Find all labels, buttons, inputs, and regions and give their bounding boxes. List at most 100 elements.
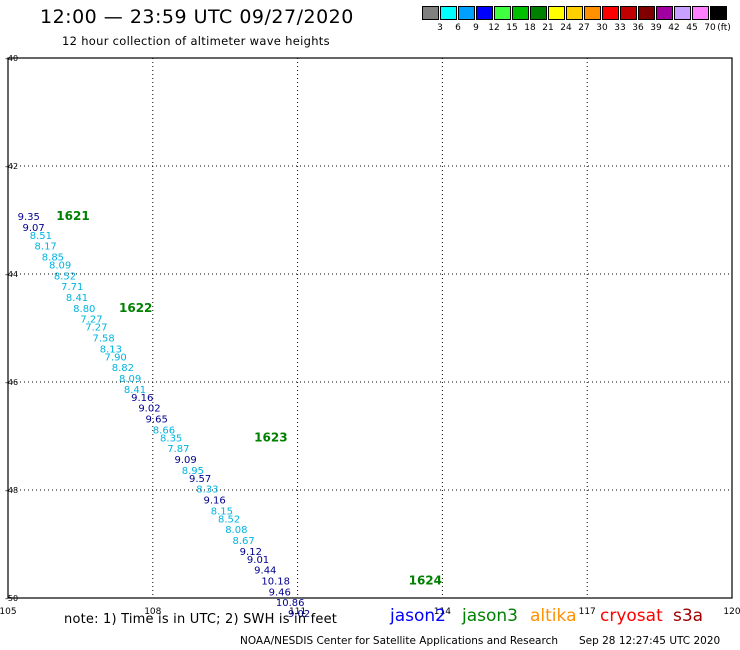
legend-label: 9 [473, 23, 479, 33]
satellite-name-cryosat: cryosat [600, 606, 663, 626]
legend-label: 12 [488, 23, 500, 33]
legend-swatch [584, 6, 601, 20]
legend-label: 36 [632, 23, 644, 33]
legend-swatch [494, 6, 511, 20]
lon-tick-label: 108 [144, 607, 161, 617]
legend-label: 45 [686, 23, 698, 33]
wave-height-label: 7.90 [105, 352, 127, 363]
legend-swatch [692, 6, 709, 20]
wave-height-label: 10.18 [261, 577, 290, 588]
wave-height-label: 9.07 [22, 223, 44, 234]
footer-note: note: 1) Time is in UTC; 2) SWH is in fe… [64, 612, 338, 627]
wave-height-label: 8.35 [160, 433, 182, 444]
legend-label: 42 [668, 23, 680, 33]
legend-label: 30 [596, 23, 608, 33]
legend-label: 24 [560, 23, 572, 33]
wave-height-label: 8.52 [54, 271, 76, 282]
lat-tick-label: -46 [5, 378, 18, 387]
wave-height-label: 7.87 [167, 444, 189, 455]
legend-swatch [458, 6, 475, 20]
pass-number-label: 1622 [119, 301, 152, 315]
wave-height-label: 9.02 [288, 609, 310, 620]
legend-swatch [674, 6, 691, 20]
wave-height-label: 8.41 [66, 293, 88, 304]
wave-height-label: 8.80 [73, 304, 95, 315]
wave-height-label: 9.44 [254, 566, 276, 577]
page-subtitle: 12 hour collection of altimeter wave hei… [62, 34, 330, 48]
wave-height-label: 8.15 [211, 506, 233, 517]
legend-label: 21 [542, 23, 554, 33]
lon-tick-label: 111 [289, 607, 306, 617]
legend-swatch [602, 6, 619, 20]
legend-swatch [530, 6, 547, 20]
wave-height-label: 9.46 [269, 587, 291, 598]
satellite-name-jason3: jason3 [462, 606, 518, 626]
wave-height-label: 8.33 [196, 485, 218, 496]
legend-label: 6 [455, 23, 461, 33]
lat-tick-label: -50 [5, 594, 18, 603]
legend-swatch [620, 6, 637, 20]
legend-label: 18 [524, 23, 536, 33]
lon-tick-label: 117 [579, 607, 596, 617]
pass-number-label: 1623 [254, 430, 287, 444]
satellite-name-jason2: jason2 [390, 606, 446, 626]
wave-height-label: 8.52 [218, 514, 240, 525]
wave-height-label: 8.51 [30, 231, 52, 242]
wave-height-label: 9.01 [247, 555, 269, 566]
wave-height-label: 8.67 [232, 536, 254, 547]
lat-tick-label: -48 [5, 486, 18, 495]
wave-height-label: 8.08 [225, 525, 247, 536]
wave-height-label: 8.95 [182, 466, 204, 477]
wave-height-label: 7.58 [92, 334, 114, 345]
legend-swatch [656, 6, 673, 20]
wave-height-label: 9.16 [131, 393, 153, 404]
wave-height-label: 8.09 [119, 374, 141, 385]
pass-number-label: 1621 [56, 209, 89, 223]
map-frame [7, 57, 733, 599]
legend-swatch [422, 6, 439, 20]
legend-label: 39 [650, 23, 662, 33]
lon-tick-label: 105 [0, 607, 17, 617]
wave-height-label: 9.35 [18, 212, 40, 223]
legend-swatch [710, 6, 727, 20]
wave-height-label: 8.17 [35, 242, 57, 253]
legend-swatch [638, 6, 655, 20]
wave-height-label: 7.71 [61, 282, 83, 293]
lon-tick-label: 120 [723, 607, 740, 617]
legend-swatch [476, 6, 493, 20]
color-scale-legend: 3 6 9 12 15 18 21 24 27 30 33 36 39 42 45 70 (ft) [422, 6, 734, 38]
legend-swatch [440, 6, 457, 20]
wave-height-label: 8.41 [124, 385, 146, 396]
wave-height-label: 7.27 [85, 323, 107, 334]
legend-swatch [512, 6, 529, 20]
wave-height-label: 8.13 [100, 344, 122, 355]
wave-height-label: 9.12 [240, 547, 262, 558]
wave-height-label: 8.85 [42, 253, 64, 264]
wave-height-label: 9.16 [203, 496, 225, 507]
wave-height-label: 8.82 [112, 363, 134, 374]
legend-label: 70 [704, 23, 716, 33]
legend-label: 33 [614, 23, 626, 33]
lon-tick-label: 114 [434, 607, 451, 617]
wave-height-label: 10.86 [276, 598, 305, 609]
wave-height-label: 8.66 [153, 425, 175, 436]
legend-label: 27 [578, 23, 590, 33]
timestamp-text: Sep 28 12:27:45 UTC 2020 [579, 635, 721, 647]
legend-swatch [566, 6, 583, 20]
legend-label: 15 [506, 23, 518, 33]
wave-height-label: 7.27 [80, 315, 102, 326]
wave-height-label: 9.02 [138, 404, 160, 415]
pass-number-label: 1624 [409, 574, 442, 588]
lat-tick-label: -40 [5, 54, 18, 63]
wave-height-label: 9.65 [146, 415, 168, 426]
lat-tick-label: -44 [5, 270, 18, 279]
legend-unit: (ft) [717, 23, 731, 33]
wave-height-label: 8.09 [49, 261, 71, 272]
satellite-name-s3a: s3a [673, 606, 704, 626]
wave-height-label: 9.09 [175, 455, 197, 466]
page-title: 12:00 — 23:59 UTC 09/27/2020 [40, 6, 354, 28]
legend-label: 3 [437, 23, 443, 33]
legend-swatch [548, 6, 565, 20]
wave-height-label: 9.57 [189, 474, 211, 485]
